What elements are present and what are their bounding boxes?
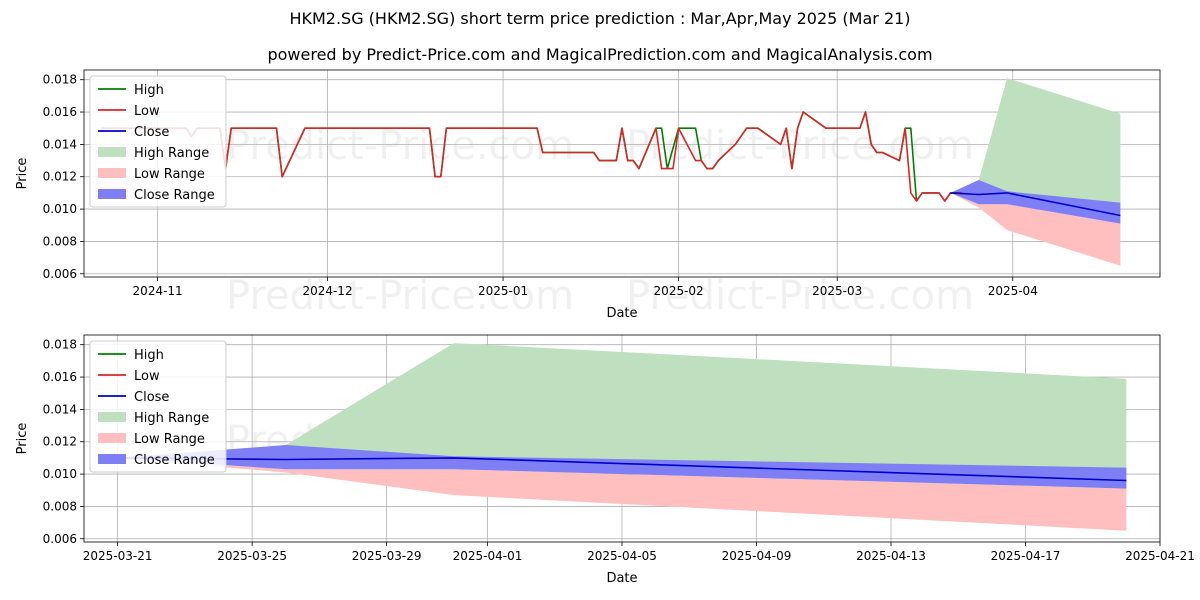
chart-title: HKM2.SG (HKM2.SG) short term price predi… [289, 9, 911, 28]
legend: High Low Close High Range Low Range Close Ran… [89, 75, 227, 208]
y-tick-label: 0.006 [43, 532, 77, 546]
x-tick-label: 2025-04-17 [991, 549, 1061, 563]
x-tick-label: 2025-04-13 [856, 549, 926, 563]
x-tick-label: 2024-12 [302, 284, 352, 298]
x-tick-label: 2025-04-09 [722, 549, 792, 563]
x-tick-label: 2025-04-21 [1125, 549, 1195, 563]
legend-entry: Close Range [134, 188, 215, 203]
low-series-line [101, 111, 962, 202]
watermark-text: Predict-Price.com [226, 273, 574, 319]
y-axis-label: Price [15, 158, 30, 190]
y-tick-label: 0.010 [43, 467, 77, 481]
y-tick-label: 0.014 [43, 402, 77, 416]
x-tick-label: 2025-03 [812, 284, 862, 298]
legend-entry: Low Range [134, 432, 205, 447]
y-tick-label: 0.006 [43, 267, 77, 281]
x-tick-label: 2024-11 [133, 284, 183, 298]
y-axis-label: Price [15, 423, 30, 455]
legend-entry: Low Range [134, 167, 205, 182]
close-range-area [117, 445, 1127, 489]
legend-entry: High Range [134, 411, 209, 426]
legend-swatch [98, 454, 126, 464]
chart-panel-2: Predict-Price.comPredict-Price.com2025-0… [15, 334, 1195, 586]
y-tick-label: 0.008 [43, 234, 77, 248]
legend-entry: High [134, 348, 164, 363]
y-tick-label: 0.014 [43, 137, 77, 151]
x-tick-label: 2025-04-05 [587, 549, 657, 563]
legend-entry: Close [134, 390, 169, 405]
watermark-text: Predict-Price.com [626, 123, 974, 169]
legend-entry: Close Range [134, 453, 215, 468]
high-range-area [950, 78, 1121, 203]
high-range-area [117, 343, 1127, 468]
legend: High Low Close High Range Low Range Close Ran… [89, 340, 227, 473]
legend-swatch [98, 412, 126, 422]
legend-swatch [98, 189, 126, 199]
watermark-text: Predict-Price.com [226, 123, 574, 169]
y-tick-label: 0.018 [43, 338, 77, 352]
plot-frame [83, 334, 1161, 543]
chart-subtitle: powered by Predict-Price.com and Magical… [267, 45, 933, 64]
x-axis-label: Date [606, 571, 637, 586]
x-tick-label: 2025-03-21 [83, 549, 153, 563]
y-tick-label: 0.010 [43, 202, 77, 216]
chart-panel-1: Predict-Price.com Predict-Price.com Predic… [15, 69, 1161, 321]
legend-entry: Low [134, 369, 160, 384]
close-series-line [950, 192, 1121, 217]
low-range-area [117, 457, 1127, 531]
legend-swatch [98, 433, 126, 443]
x-tick-label: 2025-01 [478, 284, 528, 298]
plot-frame [83, 69, 1161, 278]
legend-swatch [98, 168, 126, 178]
x-tick-label: 2025-03-29 [352, 549, 422, 563]
y-tick-label: 0.016 [43, 370, 77, 384]
y-tick-label: 0.012 [43, 170, 77, 184]
y-tick-label: 0.012 [43, 435, 77, 449]
y-tick-label: 0.016 [43, 105, 77, 119]
y-tick-label: 0.008 [43, 499, 77, 513]
close-range-area [950, 180, 1121, 224]
y-tick-label: 0.018 [43, 73, 77, 87]
watermark-text: Predict-Price.com [626, 273, 974, 319]
legend-entry: Low [134, 104, 160, 119]
x-tick-label: 2025-04 [988, 284, 1038, 298]
x-axis-label: Date [606, 306, 637, 321]
x-tick-label: 2025-04-01 [453, 549, 523, 563]
legend-entry: High Range [134, 146, 209, 161]
x-tick-label: 2025-03-25 [217, 549, 287, 563]
x-tick-label: 2025-02 [654, 284, 704, 298]
legend-entry: High [134, 83, 164, 98]
legend-entry: Close [134, 125, 169, 140]
legend-swatch [98, 147, 126, 157]
low-range-area [950, 192, 1121, 266]
